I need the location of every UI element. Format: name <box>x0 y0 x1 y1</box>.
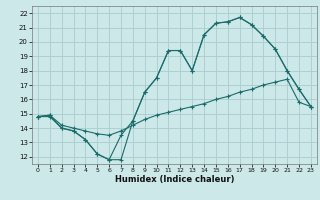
X-axis label: Humidex (Indice chaleur): Humidex (Indice chaleur) <box>115 175 234 184</box>
